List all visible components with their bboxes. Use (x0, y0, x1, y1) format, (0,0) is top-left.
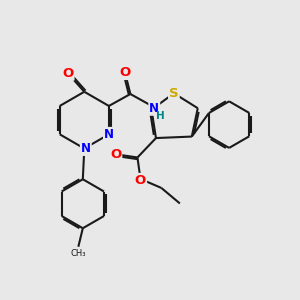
Text: S: S (169, 87, 179, 100)
Text: O: O (119, 66, 130, 79)
Text: O: O (135, 174, 146, 187)
Text: N: N (104, 128, 114, 141)
Text: H: H (157, 111, 165, 122)
Text: O: O (62, 67, 74, 80)
Text: O: O (110, 148, 121, 161)
Text: CH₃: CH₃ (70, 249, 86, 258)
Text: N: N (81, 142, 91, 155)
Text: N: N (149, 102, 159, 115)
